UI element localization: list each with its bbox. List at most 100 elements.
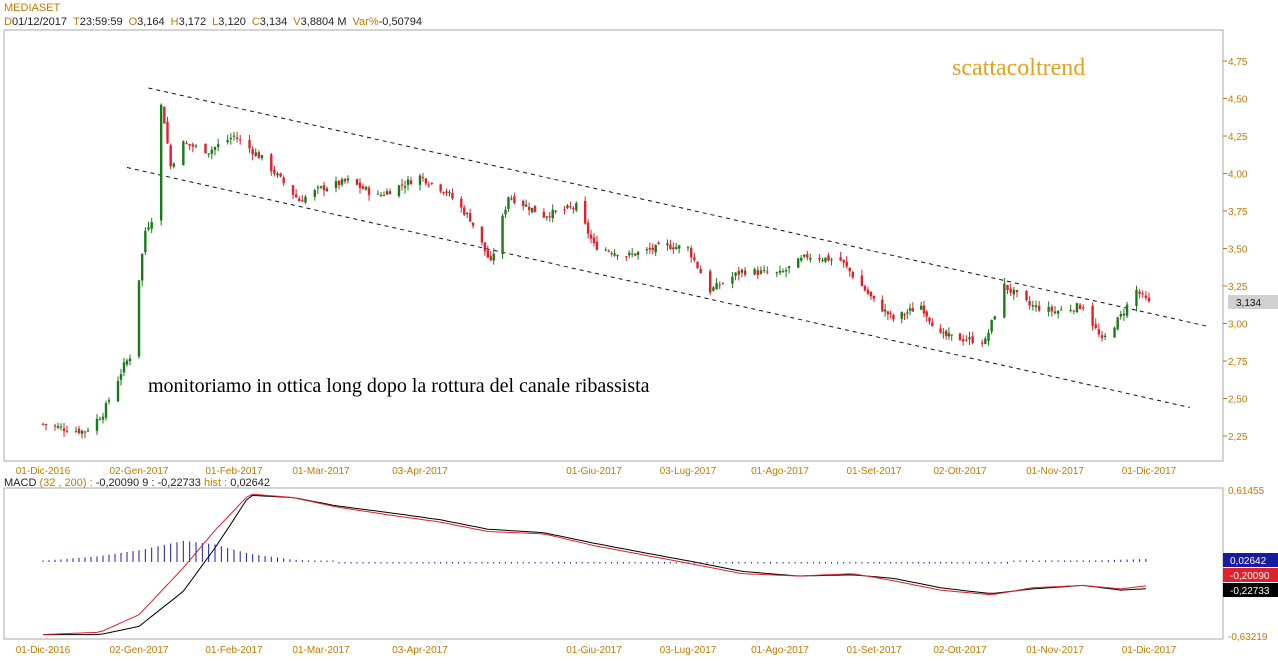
candle-up [510,198,513,200]
macd-value-label: 0,02642 [1230,556,1267,567]
macd-x-tick-label: 01-Set-2017 [846,645,901,656]
macd-line [42,493,1146,636]
candle-down [439,184,442,192]
candle-down [400,184,404,186]
candle-up [385,191,389,195]
candle-down [881,299,884,312]
analysis-note: monitoriamo in ottica long dopo la rottu… [148,375,650,397]
macd-x-tick-label: 01-Dic-2016 [16,645,71,656]
candle-down [282,177,285,184]
candle-down [483,242,487,252]
price-x-tick-label: 01-Giu-2017 [566,466,622,477]
candle-up [379,194,383,196]
price-x-tick-label: 03-Apr-2017 [392,466,448,477]
candle-up [74,430,78,432]
candle-up [1031,305,1035,307]
candle-up [346,178,350,181]
candle-up [1060,309,1063,311]
candle-up [213,147,217,150]
candle-up [987,332,990,341]
macd-value-badge [1223,568,1278,582]
header-key-1: T [73,16,80,28]
header-value-1: 23:59:59 [80,16,123,28]
candle-up [775,272,779,274]
candle-up [628,252,631,256]
candle-down [1138,291,1141,294]
candle-up [809,258,812,260]
candle-down [442,192,445,194]
candle-up [675,247,678,250]
header-key-3: H [171,16,179,28]
candle-down [298,198,301,202]
candle-up [501,215,504,255]
candle-up [762,270,766,272]
candle-down [1037,305,1041,311]
candle-up [465,213,469,215]
candle-down [421,177,425,179]
candle-up [778,270,782,273]
candle-down [737,270,740,275]
candle-up [551,209,554,219]
price-x-tick-label: 01-Feb-2017 [205,466,263,477]
candle-down [944,330,948,337]
candle-up [119,374,123,380]
candle-down [1009,288,1012,293]
candle-down [592,237,596,243]
candle-up [340,179,344,185]
header-key-6: V [293,16,301,28]
candle-down [851,272,854,278]
candle-up [122,362,126,373]
candle-up [919,305,923,310]
candle-up [137,280,141,357]
macd-lines [42,493,1146,636]
macd-value-label: -0,22733 [1230,586,1270,597]
candle-up [800,257,803,261]
candle-up [984,338,987,344]
candle-up [210,149,214,154]
candle-up [630,253,634,255]
candle-up [316,187,320,189]
header-key-7: Var% [353,16,379,28]
macd-value-badge [1223,583,1278,597]
candle-down [616,254,619,257]
candle-down [563,209,566,211]
candle-up [232,135,236,137]
price-tick-label: 3,75 [1228,207,1248,218]
candle-up [1069,309,1072,311]
price-x-tick-label: 02-Ott-2017 [933,466,987,477]
candle-down [699,269,702,274]
candle-up [530,207,534,213]
macd-x-tick-label: 01-Feb-2017 [205,645,263,656]
candle-down [971,336,974,344]
macd-x-tick-label: 02-Ott-2017 [933,645,987,656]
candle-up [128,358,132,362]
price-tick-label: 3,50 [1228,245,1248,256]
candle-up [712,287,715,291]
candle-up [260,155,264,159]
candle-down [62,428,66,431]
candle-down [756,270,759,275]
price-x-axis: 01-Dic-2016 02-Gen-2017 01-Feb-2017 01-Mar-… [16,466,1177,477]
candle-down [251,149,254,155]
candle-down [1015,290,1019,293]
macd-legend-part-3: 9 : [139,477,157,489]
header-key-4: L [212,16,218,28]
price-x-tick-label: 02-Gen-2017 [110,466,169,477]
macd-x-tick-label: 03-Apr-2017 [392,645,448,656]
macd-value-badge [1223,553,1278,567]
header-value-2: 3,164 [137,16,165,28]
price-x-tick-label: 03-Lug-2017 [660,466,717,477]
signal-line [43,494,1146,636]
candle-down [586,222,590,234]
macd-x-tick-label: 01-Dic-2017 [1122,645,1177,656]
candle-up [781,271,785,273]
candle-down [513,196,516,203]
candle-up [824,257,827,262]
candle-down [548,216,551,218]
candle-up [504,209,507,215]
candle-down [337,180,341,186]
candle-up [803,254,806,257]
candle-down [486,250,490,258]
candle-down [291,185,295,195]
candle-down [382,194,386,196]
